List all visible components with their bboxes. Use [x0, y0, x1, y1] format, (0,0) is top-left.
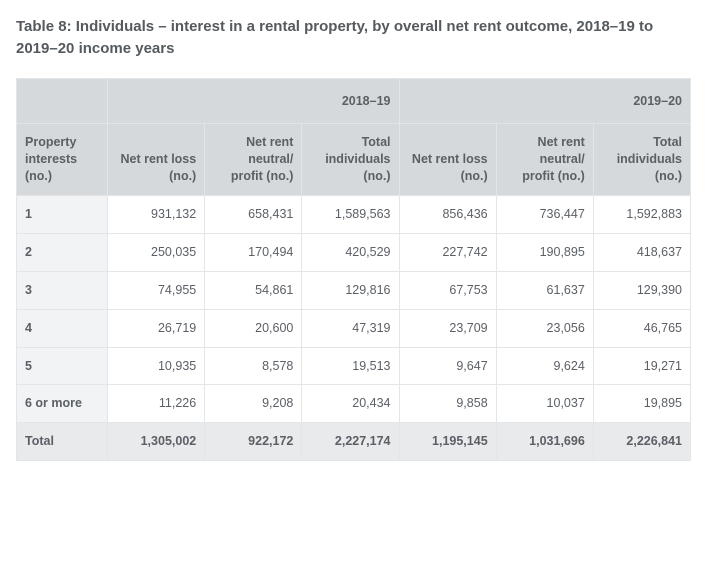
cell-total: 2,226,841: [593, 423, 690, 461]
cell: 10,935: [108, 347, 205, 385]
subheader-5: Total individuals (no.): [593, 124, 690, 196]
rental-property-table: 2018–19 2019–20 Property interests (no.)…: [16, 78, 691, 462]
cell: 931,132: [108, 196, 205, 234]
cell: 10,037: [496, 385, 593, 423]
cell: 736,447: [496, 196, 593, 234]
cell: 9,647: [399, 347, 496, 385]
cell: 9,624: [496, 347, 593, 385]
subheader-3: Net rent loss (no.): [399, 124, 496, 196]
cell: 26,719: [108, 309, 205, 347]
table-row: 5 10,935 8,578 19,513 9,647 9,624 19,271: [17, 347, 691, 385]
subheader-1: Net rent neutral/ profit (no.): [205, 124, 302, 196]
cell: 47,319: [302, 309, 399, 347]
row-header: Property interests (no.): [17, 124, 108, 196]
row-label: 3: [17, 271, 108, 309]
row-label: 6 or more: [17, 385, 108, 423]
subheader-4: Net rent neutral/ profit (no.): [496, 124, 593, 196]
row-label: 2: [17, 233, 108, 271]
cell: 856,436: [399, 196, 496, 234]
year-header-1: 2019–20: [399, 78, 691, 124]
row-label: 4: [17, 309, 108, 347]
cell: 250,035: [108, 233, 205, 271]
cell: 67,753: [399, 271, 496, 309]
table-row-total: Total 1,305,002 922,172 2,227,174 1,195,…: [17, 423, 691, 461]
cell: 418,637: [593, 233, 690, 271]
year-header-0: 2018–19: [108, 78, 399, 124]
row-label-total: Total: [17, 423, 108, 461]
cell: 61,637: [496, 271, 593, 309]
table-row: 2 250,035 170,494 420,529 227,742 190,89…: [17, 233, 691, 271]
cell: 190,895: [496, 233, 593, 271]
row-label: 1: [17, 196, 108, 234]
cell-total: 1,305,002: [108, 423, 205, 461]
cell: 20,434: [302, 385, 399, 423]
cell: 74,955: [108, 271, 205, 309]
cell: 1,589,563: [302, 196, 399, 234]
table-row: 3 74,955 54,861 129,816 67,753 61,637 12…: [17, 271, 691, 309]
cell: 46,765: [593, 309, 690, 347]
table-row: 1 931,132 658,431 1,589,563 856,436 736,…: [17, 196, 691, 234]
cell: 20,600: [205, 309, 302, 347]
cell: 19,513: [302, 347, 399, 385]
table-title: Table 8: Individuals – interest in a ren…: [16, 16, 691, 60]
cell: 1,592,883: [593, 196, 690, 234]
cell: 420,529: [302, 233, 399, 271]
cell: 9,208: [205, 385, 302, 423]
cell-total: 2,227,174: [302, 423, 399, 461]
subheader-0: Net rent loss (no.): [108, 124, 205, 196]
cell: 54,861: [205, 271, 302, 309]
row-label: 5: [17, 347, 108, 385]
cell-total: 1,195,145: [399, 423, 496, 461]
cell: 8,578: [205, 347, 302, 385]
table-row: 4 26,719 20,600 47,319 23,709 23,056 46,…: [17, 309, 691, 347]
cell: 23,056: [496, 309, 593, 347]
cell: 19,895: [593, 385, 690, 423]
cell: 11,226: [108, 385, 205, 423]
table-row: 6 or more 11,226 9,208 20,434 9,858 10,0…: [17, 385, 691, 423]
cell: 129,390: [593, 271, 690, 309]
header-empty: [17, 78, 108, 124]
cell-total: 1,031,696: [496, 423, 593, 461]
cell: 23,709: [399, 309, 496, 347]
cell: 170,494: [205, 233, 302, 271]
cell: 129,816: [302, 271, 399, 309]
cell: 227,742: [399, 233, 496, 271]
table-body: 1 931,132 658,431 1,589,563 856,436 736,…: [17, 196, 691, 461]
cell: 658,431: [205, 196, 302, 234]
cell: 9,858: [399, 385, 496, 423]
cell-total: 922,172: [205, 423, 302, 461]
cell: 19,271: [593, 347, 690, 385]
subheader-2: Total individuals (no.): [302, 124, 399, 196]
